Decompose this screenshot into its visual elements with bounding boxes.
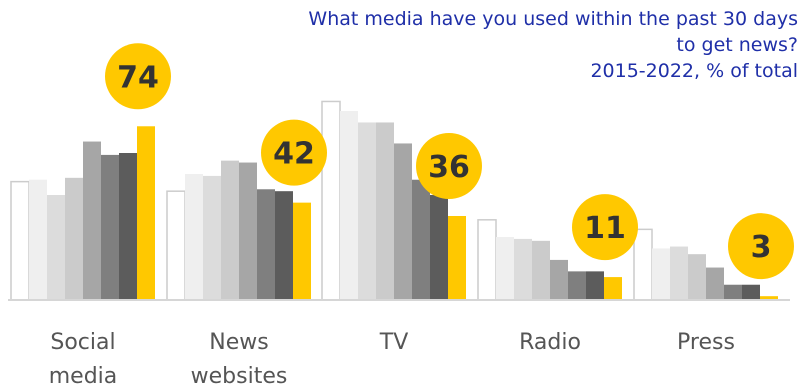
highlight-value-0: 74 (117, 60, 159, 95)
category-label-4-0: Press (677, 330, 735, 355)
highlight-badge-4 (728, 213, 794, 280)
bar-1-2015 (166, 190, 186, 301)
bar-4-2019 (706, 267, 724, 300)
bar-0-2017 (47, 195, 65, 300)
highlight-badge-0 (105, 43, 171, 110)
bar-0-2020 (101, 154, 119, 300)
bar-3-2021 (586, 271, 604, 300)
bar-2-2017 (358, 122, 376, 300)
category-label-1-0: News (209, 330, 268, 355)
bar-0-2019 (83, 141, 101, 300)
bar-0-2021 (119, 153, 137, 300)
highlight-value-4: 3 (751, 230, 772, 265)
bar-0-2022 (137, 126, 155, 300)
bar-3-2022 (604, 277, 622, 300)
bar-2-2022 (448, 216, 466, 300)
bar-1-2019 (239, 162, 257, 300)
bar-1-2022 (293, 202, 311, 300)
bar-4-2015 (633, 228, 653, 301)
chart-title: What media have you used within the past… (308, 8, 798, 82)
bar-1-2020 (257, 189, 275, 300)
bar-1-2018 (221, 160, 239, 300)
bar-2-2020 (412, 179, 430, 300)
bar-3-2015 (477, 219, 497, 301)
title-line-1: What media have you used within the past… (308, 8, 798, 30)
highlight-value-2: 36 (428, 150, 470, 185)
bar-3-2017 (514, 238, 532, 300)
bar-3-2016 (496, 237, 514, 300)
bar-2-2019 (394, 143, 412, 300)
bars (10, 100, 778, 301)
highlight-badge-1 (261, 119, 327, 186)
bar-2-2021 (430, 195, 448, 300)
category-label-1-1: websites (191, 364, 288, 389)
highlight-badges: 74 42 36 11 3 (105, 43, 794, 280)
bar-0-2015 (10, 180, 30, 301)
title-line-2: to get news? (676, 34, 798, 56)
bar-4-2018 (688, 254, 706, 300)
category-label-0-0: Social (50, 330, 115, 355)
bar-2-2015 (321, 100, 341, 301)
bar-1-2017 (203, 175, 221, 300)
bar-3-2018 (532, 240, 550, 300)
bar-3-2020 (568, 271, 586, 300)
title-line-3: 2015-2022, % of total (590, 60, 798, 82)
highlight-value-3: 11 (584, 211, 626, 246)
highlight-badge-3 (572, 194, 638, 261)
bar-1-2016 (185, 174, 203, 300)
bar-3-2019 (550, 259, 568, 300)
bar-4-2017 (670, 246, 688, 300)
highlight-badge-2 (416, 133, 482, 199)
highlight-value-1: 42 (273, 137, 315, 172)
bar-4-2021 (742, 284, 760, 300)
bar-0-2016 (29, 179, 47, 300)
bar-2-2016 (340, 111, 358, 300)
bar-4-2016 (652, 248, 670, 300)
category-labels: Social media News websites TV Radio Press (49, 330, 735, 389)
bar-2-2018 (376, 122, 394, 300)
category-label-3-0: Radio (519, 330, 581, 355)
category-label-0-1: media (49, 364, 118, 389)
bar-0-2018 (65, 177, 83, 300)
bar-1-2021 (275, 191, 293, 300)
bar-4-2022 (760, 296, 778, 300)
category-label-2-0: TV (379, 330, 409, 355)
bar-4-2020 (724, 284, 742, 300)
